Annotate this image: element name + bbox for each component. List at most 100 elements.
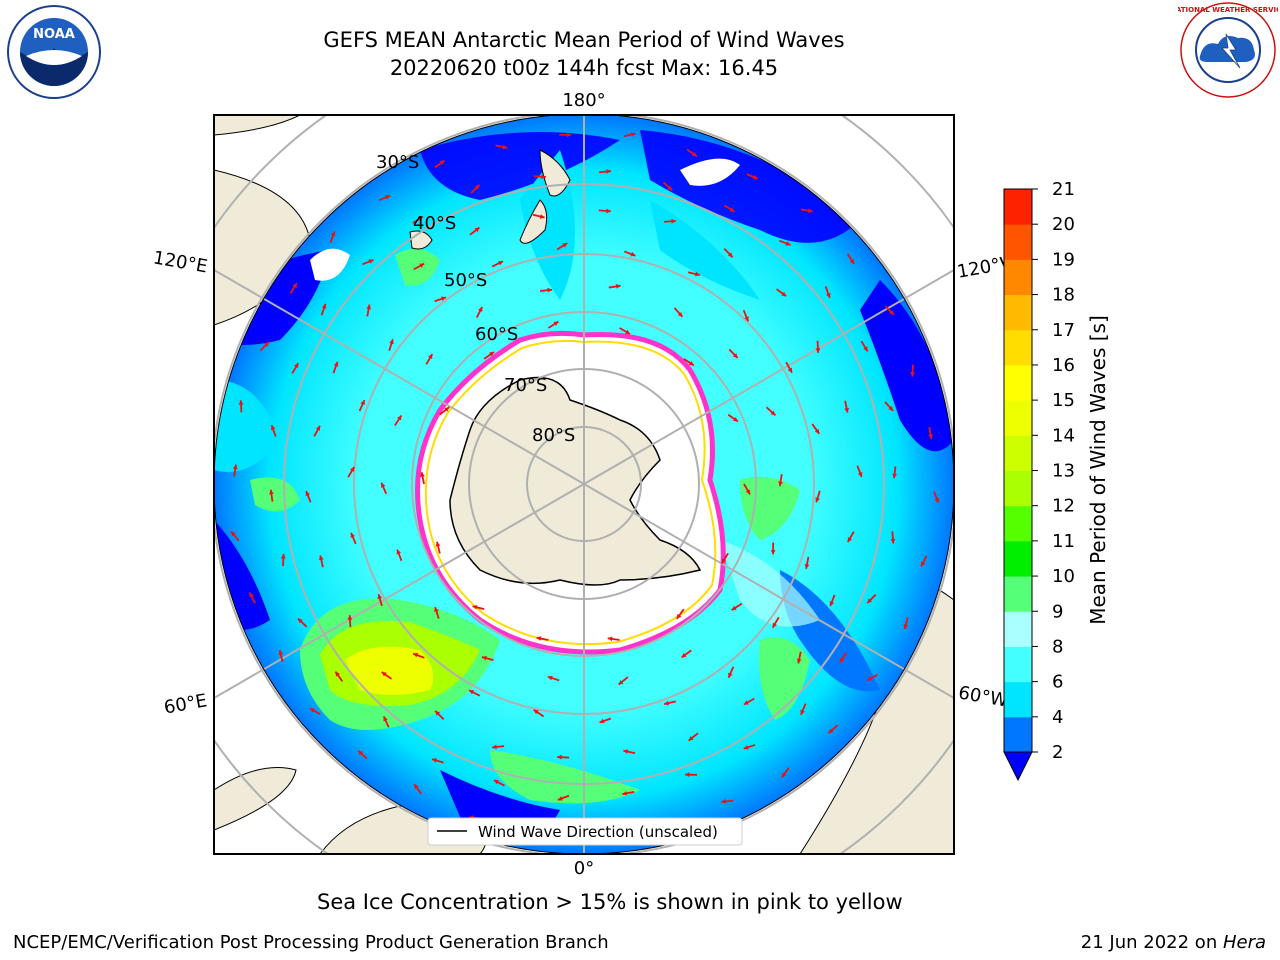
map-title: GEFS MEAN Antarctic Mean Period of Wind … (323, 28, 845, 52)
wind-wave-arrows (230, 132, 940, 840)
wind-wave-arrowhead (606, 208, 611, 214)
wind-wave-arrowhead (432, 758, 437, 763)
wind-wave-arrowhead (721, 799, 726, 804)
wind-wave-arrowhead (566, 132, 572, 138)
wind-wave-arrowhead (727, 252, 733, 258)
wind-wave-arrowhead (318, 555, 324, 561)
wind-wave-arrowhead (606, 169, 611, 174)
wind-wave-arrowhead (892, 473, 897, 479)
footer-left: NCEP/EMC/Verification Post Processing Pr… (13, 932, 609, 953)
wind-wave-arrowhead (804, 563, 810, 569)
legend-label: Wind Wave Direction (unscaled) (478, 823, 718, 841)
wind-wave-arrowhead (547, 287, 553, 293)
wind-wave-arrowhead (667, 185, 673, 191)
wind-wave-arrowhead (778, 481, 783, 487)
wind-wave-arrowhead (347, 615, 353, 620)
wind-wave-arrowhead (863, 346, 868, 352)
wind-wave-arrowhead (815, 497, 820, 503)
wind-wave-arrowhead (685, 772, 690, 778)
wind-wave-arrowhead (539, 214, 545, 219)
longitude-gridlines (214, 115, 954, 854)
wind-wave-arrowhead (309, 708, 315, 713)
wind-wave-arrowhead (264, 341, 269, 347)
wind-wave-arrowhead (630, 132, 636, 137)
wind-wave-arrowhead (857, 472, 863, 477)
colorbar-segment (1004, 259, 1032, 296)
footer-date: 21 Jun 2022 on (1080, 932, 1223, 953)
wind-wave-arrowhead (420, 472, 425, 477)
lat-label-40s: 40°S (413, 213, 456, 234)
wind-wave-arrowhead (360, 400, 365, 406)
colorbar-segment (1004, 540, 1032, 577)
wind-wave-arrowhead (607, 636, 613, 642)
map-frame (213, 114, 955, 855)
wind-wave-arrowhead (297, 618, 303, 624)
colorbar-tick-label: 17 (1052, 320, 1075, 341)
antarctica-landmass (449, 376, 702, 586)
colorbar-segment (1004, 189, 1032, 225)
wind-wave-arrowhead (397, 415, 402, 421)
footer-right: 21 Jun 2022 on Hera (1081, 932, 1266, 953)
colorbar-tick-label: 15 (1052, 390, 1075, 411)
wind-wave-arrowhead (562, 243, 568, 248)
lat-label-50s: 50°S (444, 270, 487, 291)
national-weather-service-logo: NATIONAL WEATHER SERVICE (1178, 2, 1278, 98)
lat-label-60s: 60°S (475, 324, 518, 345)
wind-wave-arrowhead (677, 311, 683, 317)
wind-wave-arrowhead (497, 261, 503, 266)
wind-wave-arrowhead (826, 292, 831, 298)
colorbar-segment (1004, 576, 1032, 612)
wind-wave-arrowhead (444, 407, 450, 412)
colorbar-segment (1004, 646, 1032, 683)
wind-wave-arrowhead (472, 604, 478, 610)
wind-wave-arrowhead (231, 531, 236, 537)
wind-wave-arrowhead (380, 482, 386, 488)
wind-wave-arrowhead (800, 709, 805, 715)
wind-wave-arrowhead (349, 466, 355, 472)
wind-wave-arrowhead (315, 425, 321, 431)
wind-wave-arrowhead (358, 750, 363, 756)
wind-wave-arrowhead (481, 655, 487, 661)
colorbar-tick-label: 16 (1052, 355, 1075, 376)
colorbar-tick-label: 20 (1052, 214, 1075, 235)
wind-wave-arrowhead (618, 679, 624, 685)
colorbar-segment (1004, 224, 1032, 260)
wind-wave-arrowhead (292, 283, 297, 289)
lon-label-60e: 60°E (162, 690, 208, 718)
wind-wave-arrowhead (732, 353, 738, 358)
colorbar-segment (1004, 435, 1032, 471)
wind-wave-arrowhead (732, 417, 738, 422)
wind-wave-arrowhead (849, 259, 855, 265)
wind-wave-arrowhead (493, 780, 499, 785)
wind-wave-arrowhead (796, 658, 802, 664)
footer-host: Hera (1222, 932, 1266, 953)
wind-wave-arrowhead (385, 195, 391, 200)
wind-wave-arrowhead (688, 360, 694, 366)
map-subtitle: 20220620 t00z 144h fcst Max: 16.45 (389, 56, 779, 80)
noaa-logo: NOAA (7, 5, 101, 99)
colorbar-segment (1004, 505, 1032, 542)
colorbar-tick-label: 2 (1052, 742, 1063, 763)
wind-wave-arrowhead (721, 558, 727, 564)
wind-wave-arrowhead (553, 321, 559, 326)
wind-wave-arrowhead (533, 709, 539, 715)
colorbar-segment (1004, 294, 1032, 331)
wind-wave-arrowhead (829, 601, 835, 607)
lat-label-70s: 70°S (504, 375, 547, 396)
wind-wave-arrowhead (377, 594, 383, 600)
wind-wave-arrowhead (474, 227, 480, 233)
wind-wave-arrowhead (743, 745, 749, 750)
wind-wave-arrowhead (828, 728, 834, 734)
nws-logo-text: NATIONAL WEATHER SERVICE (1178, 6, 1278, 14)
wind-wave-arrowhead (681, 652, 687, 658)
wind-wave-arrowhead (623, 749, 629, 754)
wind-wave-arrowhead (752, 174, 758, 180)
lat-label-80s: 80°S (532, 425, 575, 446)
wind-wave-arrowhead (729, 207, 735, 212)
colorbar-segment (1004, 400, 1032, 436)
wind-wave-arrowhead (414, 784, 419, 790)
wind-wave-arrowhead (435, 541, 441, 547)
wind-wave-arrowhead (383, 716, 388, 722)
wind-wave-arrowhead (731, 605, 737, 611)
wind-wave-arrowhead (492, 744, 497, 750)
